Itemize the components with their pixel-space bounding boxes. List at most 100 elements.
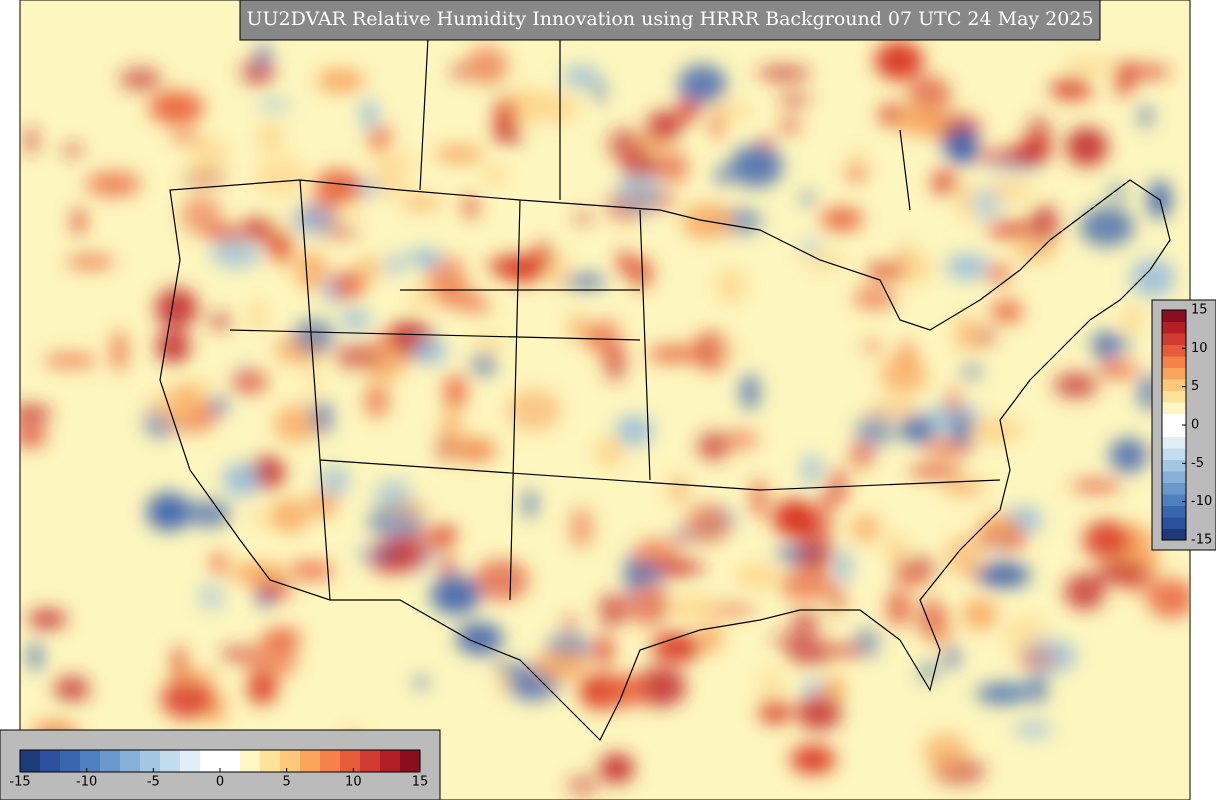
field-blob	[1122, 306, 1143, 333]
colorbar-segment	[200, 750, 221, 772]
field-blob	[319, 465, 350, 497]
field-blob	[273, 405, 319, 443]
colorbar-segment	[1162, 344, 1186, 357]
field-blob	[1013, 238, 1056, 263]
field-blob	[866, 263, 908, 279]
field-blob	[243, 640, 298, 679]
field-blob	[334, 343, 384, 370]
field-blob	[599, 753, 634, 784]
field-blob	[895, 573, 929, 586]
field-blob	[373, 164, 408, 199]
field-blob	[494, 97, 517, 138]
field-blob	[443, 374, 467, 409]
field-blob	[944, 645, 959, 670]
field-blob	[523, 489, 537, 520]
field-blob	[43, 354, 98, 368]
colorbar-segment	[280, 750, 301, 772]
field-blob	[931, 169, 958, 196]
vertical-colorbar: -15 -10 -5 0 5 10 15	[1161, 303, 1212, 548]
colorbar-segment	[340, 750, 361, 772]
colorbar-segment	[1162, 471, 1186, 483]
field-blob	[697, 432, 730, 461]
colorbar-segment	[1162, 505, 1186, 518]
colorbar-segment	[1162, 367, 1186, 380]
colorbar-segment	[1162, 436, 1186, 449]
field-blob	[1027, 672, 1048, 705]
field-blob	[960, 365, 983, 378]
colorbar-tick-label: -10	[76, 775, 97, 790]
field-blob	[361, 99, 377, 130]
colorbar-segment	[1162, 402, 1186, 414]
field-blob	[715, 267, 747, 304]
field-blob	[646, 110, 682, 142]
field-blob	[575, 212, 591, 224]
colorbar-tick-label: 0	[1191, 418, 1199, 433]
field-blob	[729, 145, 783, 188]
field-blob	[85, 171, 142, 197]
field-blob	[769, 634, 816, 646]
field-blob	[758, 137, 774, 148]
field-blob	[855, 414, 895, 447]
field-blob	[492, 129, 524, 142]
field-blob	[64, 144, 81, 157]
field-blob	[962, 598, 998, 630]
field-blob	[779, 568, 833, 601]
field-blob	[986, 221, 1036, 238]
colorbar-segment	[1162, 356, 1186, 368]
field-blob	[474, 333, 506, 350]
field-blob	[456, 622, 504, 655]
field-blob	[797, 532, 835, 574]
field-blob	[471, 352, 497, 377]
field-blob	[647, 345, 701, 363]
map-title: UU2DVAR Relative Humidity Innovation usi…	[246, 8, 1093, 30]
field-blob	[355, 256, 383, 283]
field-blob	[374, 333, 396, 344]
field-blob	[182, 171, 228, 184]
colorbar-segment	[1162, 333, 1186, 345]
field-blob	[222, 462, 260, 497]
colorbar-tick-label: 0	[216, 775, 224, 790]
field-blob	[567, 775, 598, 796]
field-blob	[685, 504, 731, 544]
field-blob	[258, 587, 272, 609]
field-blob	[288, 560, 335, 581]
field-blob	[651, 631, 702, 664]
field-blob	[1096, 563, 1149, 583]
colorbar-segment	[1162, 517, 1186, 529]
field-blob	[168, 669, 220, 683]
field-blob	[828, 582, 845, 614]
field-blob	[230, 562, 286, 585]
field-blob	[1064, 573, 1106, 611]
field-blob	[945, 387, 962, 416]
field-blob	[407, 249, 443, 268]
field-blob	[434, 145, 484, 163]
field-blob	[1147, 578, 1190, 619]
field-blob	[948, 127, 979, 165]
field-blob	[780, 117, 800, 134]
field-blob	[314, 169, 362, 204]
field-blob	[187, 500, 232, 528]
field-blob	[27, 609, 67, 629]
field-blob	[607, 128, 642, 162]
field-blob	[231, 370, 269, 394]
field-blob	[941, 480, 987, 495]
colorbar-segment	[180, 750, 201, 772]
field-blob	[751, 478, 767, 519]
field-blob	[615, 415, 654, 446]
field-blob	[256, 122, 284, 153]
field-blob	[955, 179, 973, 222]
field-blob	[210, 552, 228, 575]
field-blob	[740, 373, 760, 411]
field-blob	[678, 64, 727, 105]
field-blob	[492, 660, 521, 672]
field-blob	[364, 382, 390, 419]
field-blob	[375, 479, 413, 510]
field-blob	[677, 97, 699, 123]
field-blob	[707, 100, 754, 121]
field-blob	[945, 254, 990, 280]
field-blob	[407, 290, 433, 310]
colorbar-segment	[320, 750, 341, 772]
field-blob	[1030, 204, 1059, 244]
field-blob	[657, 150, 689, 184]
